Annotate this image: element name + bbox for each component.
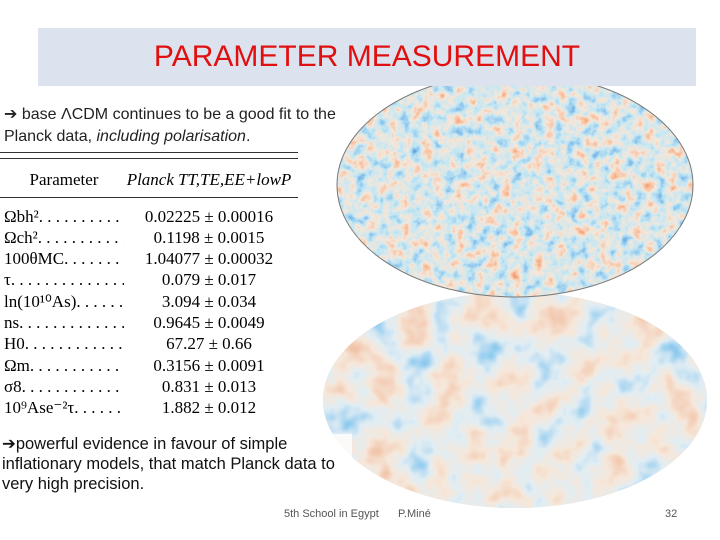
table-row: τ 0.079 ± 0.017 bbox=[4, 270, 294, 291]
parameter-name: τ bbox=[4, 270, 11, 290]
parameter-name: Ωbh² bbox=[4, 206, 39, 226]
rule bbox=[0, 197, 298, 198]
parameter-value: 0.1198 ± 0.0015 bbox=[153, 227, 265, 247]
leader-dots bbox=[25, 334, 124, 354]
table-row: 100θMC 1.04077 ± 0.00032 bbox=[4, 249, 294, 270]
parameter-name: ln(10¹⁰As) bbox=[4, 291, 77, 311]
bullet-text: base ΛCDM continues to be a good fit to … bbox=[4, 106, 336, 145]
parameter-name: Ωch² bbox=[4, 227, 38, 247]
parameter-value: 1.882 ± 0.012 bbox=[161, 398, 257, 418]
parameter-cell: H0 bbox=[4, 334, 124, 354]
parameter-name: H0 bbox=[4, 334, 25, 354]
bullet-text: including polarisation bbox=[96, 128, 246, 145]
parameter-value: 0.02225 ± 0.00016 bbox=[144, 206, 274, 226]
parameter-cell: 10⁹Ase⁻²τ bbox=[4, 398, 124, 418]
leader-dots bbox=[22, 377, 124, 397]
parameter-value: 0.3156 ± 0.0091 bbox=[153, 355, 265, 375]
parameter-cell: Ωbh² bbox=[4, 207, 124, 227]
parameter-cell: 100θMC bbox=[4, 249, 124, 269]
slide-title: PARAMETER MEASUREMENT bbox=[38, 28, 696, 86]
sky-maps bbox=[323, 72, 707, 508]
table-header: Parameter Planck TT,TE,EE+lowP bbox=[4, 169, 294, 190]
table-row: 10⁹Ase⁻²τ 1.882 ± 0.012 bbox=[4, 398, 294, 419]
leader-dots bbox=[76, 292, 124, 312]
parameter-cell: σ8 bbox=[4, 377, 124, 397]
leader-dots bbox=[38, 228, 124, 248]
table-row: Ωbh² 0.02225 ± 0.00016 bbox=[4, 206, 294, 227]
footer-author: P.Miné bbox=[398, 508, 431, 520]
bullet: ➔powerful evidence in favour of simple i… bbox=[2, 434, 352, 494]
table-row: ns 0.9645 ± 0.0049 bbox=[4, 313, 294, 334]
parameter-name: 100θMC bbox=[4, 249, 65, 269]
parameter-table: Parameter Planck TT,TE,EE+lowP Ωbh² 0.022… bbox=[0, 150, 298, 422]
table-row: H0 67.27 ± 0.66 bbox=[4, 334, 294, 355]
bullet-text: powerful evidence in favour of simple in… bbox=[2, 435, 335, 493]
page-number: 32 bbox=[665, 508, 678, 520]
table-row: ln(10¹⁰As) 3.094 ± 0.034 bbox=[4, 291, 294, 312]
parameter-cell: ns bbox=[4, 313, 124, 333]
leader-dots bbox=[74, 398, 124, 418]
parameter-name: 10⁹Ase⁻²τ bbox=[4, 398, 75, 418]
parameter-name: ns bbox=[4, 313, 20, 332]
arrow: ➔ bbox=[4, 106, 22, 123]
map-bottom bbox=[323, 292, 707, 508]
parameter-cell: Ωch² bbox=[4, 228, 124, 248]
map-top bbox=[337, 73, 693, 297]
parameter-value: 67.27 ± 0.66 bbox=[166, 334, 252, 354]
parameter-value: 1.04077 ± 0.00032 bbox=[144, 249, 274, 269]
bullet-text: . bbox=[245, 128, 251, 145]
parameter-name: σ8 bbox=[4, 376, 22, 396]
parameter-cell: Ωm bbox=[4, 356, 124, 376]
parameter-cell: τ bbox=[4, 270, 124, 290]
rule bbox=[0, 152, 298, 153]
header-cell: Parameter bbox=[29, 169, 99, 189]
leader-dots bbox=[30, 356, 124, 376]
parameter-value: 0.9645 ± 0.0049 bbox=[153, 313, 265, 332]
rule bbox=[0, 158, 298, 159]
arrow: ➔ bbox=[2, 435, 16, 453]
leader-dots bbox=[64, 249, 124, 269]
parameter-cell: ln(10¹⁰As) bbox=[4, 292, 124, 312]
parameter-name: Ωm bbox=[4, 355, 30, 375]
table-row: Ωm 0.3156 ± 0.0091 bbox=[4, 355, 294, 376]
parameter-value: 0.831 ± 0.013 bbox=[161, 376, 257, 396]
parameter-value: 3.094 ± 0.034 bbox=[161, 291, 257, 311]
leader-dots bbox=[11, 270, 124, 290]
bullet: ➔ base ΛCDM continues to be a good fit t… bbox=[4, 104, 344, 148]
parameter-value: 0.079 ± 0.017 bbox=[161, 270, 257, 290]
header-cell: Planck TT,TE,EE+lowP bbox=[126, 169, 292, 189]
table-row: Ωch² 0.1198 ± 0.0015 bbox=[4, 227, 294, 248]
leader-dots bbox=[39, 207, 124, 227]
table-row: σ8 0.831 ± 0.013 bbox=[4, 376, 294, 397]
footer-event: 5th School in Egypt bbox=[284, 508, 379, 520]
leader-dots bbox=[19, 313, 124, 333]
